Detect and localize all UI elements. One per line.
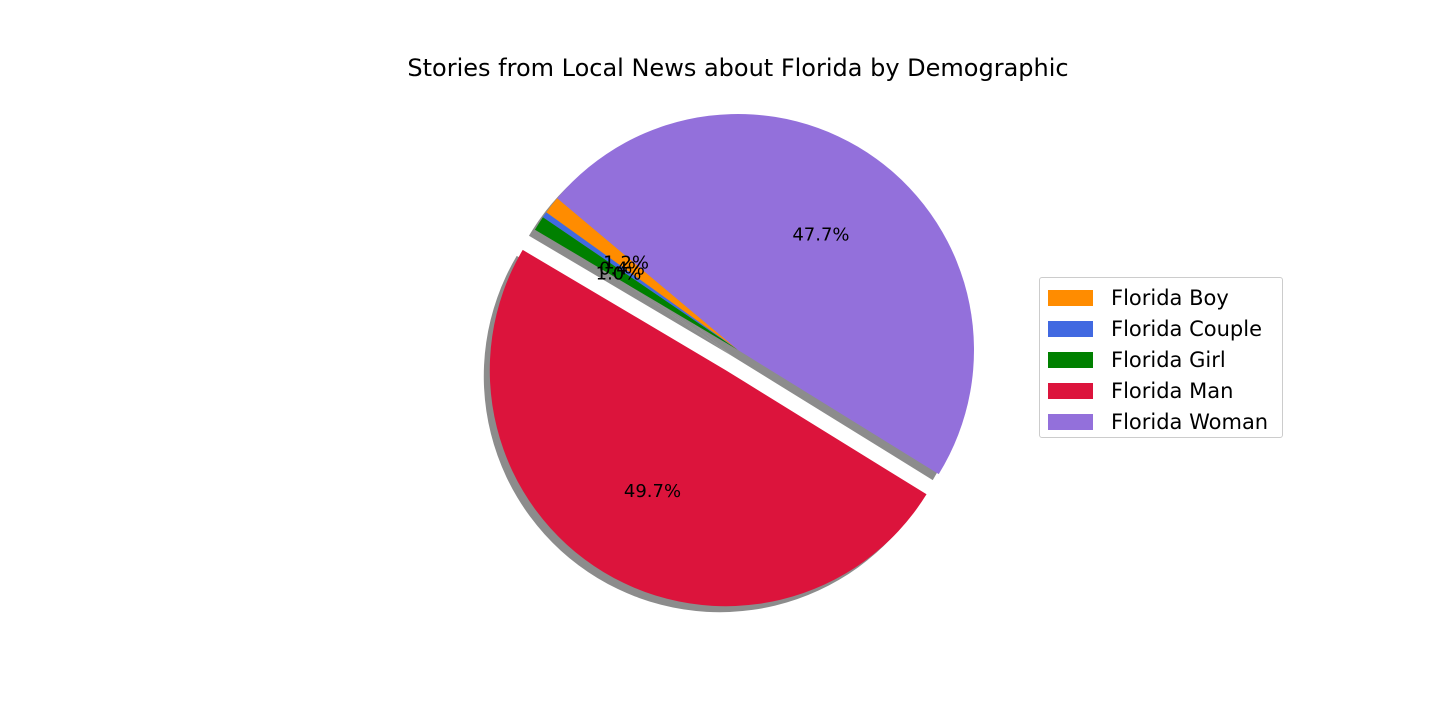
legend-item-florida-girl: Florida Girl [1040, 344, 1282, 375]
slice-florida-woman [557, 114, 974, 475]
pct-label-florida-boy: 1.2% [603, 253, 649, 274]
chart-title: Stories from Local News about Florida by… [407, 54, 1069, 82]
legend-label-florida-boy: Florida Boy [1111, 285, 1229, 310]
slice-florida-boy [546, 198, 738, 350]
legend-label-florida-man: Florida Man [1111, 378, 1234, 403]
pct-label-florida-couple: 0.4% [599, 258, 645, 279]
pct-label-florida-man: 49.7% [624, 481, 681, 502]
legend-label-florida-girl: Florida Girl [1111, 347, 1226, 372]
legend-swatch-florida-boy [1048, 289, 1093, 306]
legend-label-florida-couple: Florida Couple [1111, 316, 1263, 341]
legend-item-florida-man: Florida Man [1040, 375, 1282, 406]
legend-swatch-florida-girl [1048, 351, 1093, 368]
pct-label-florida-woman: 47.7% [792, 225, 849, 246]
slice-florida-couple [542, 212, 738, 350]
slice-florida-girl [534, 217, 738, 350]
legend-swatch-florida-man [1048, 382, 1093, 399]
legend: Florida Boy Florida Couple Florida Girl Flo… [1039, 277, 1283, 438]
slice-florida-man [489, 249, 927, 607]
slice-shadow-florida-girl [528, 223, 732, 356]
pct-label-florida-girl: 1.0% [596, 264, 642, 285]
legend-label-florida-woman: Florida Woman [1111, 409, 1269, 434]
pie-labels: 1.2%0.4%1.0% 49.7% 47.7% [596, 225, 850, 502]
legend-item-florida-couple: Florida Couple [1040, 313, 1282, 344]
legend-item-florida-woman: Florida Woman [1040, 406, 1282, 437]
legend-swatch-florida-couple [1048, 320, 1093, 337]
pie-slices [489, 114, 974, 607]
legend-swatch-florida-woman [1048, 413, 1093, 430]
legend-item-florida-boy: Florida Boy [1040, 282, 1282, 313]
